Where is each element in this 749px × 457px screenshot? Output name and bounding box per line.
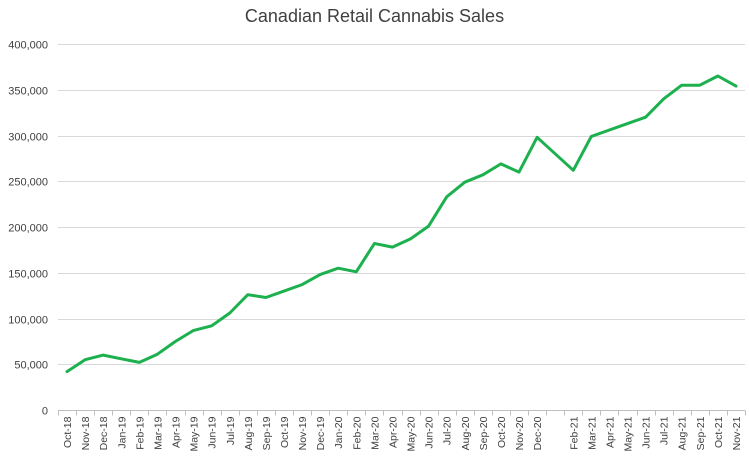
data-point (662, 97, 665, 101)
data-point (355, 270, 358, 273)
x-tick-label: Aug-19 (243, 416, 255, 450)
x-tick-label: Aug-21 (677, 416, 689, 450)
data-point (83, 358, 87, 361)
data-point (734, 84, 738, 88)
data-point (445, 195, 448, 198)
y-tick-label: 400,000 (8, 40, 48, 52)
data-point (120, 357, 123, 360)
data-point (318, 273, 322, 276)
y-tick-label: 100,000 (8, 315, 48, 327)
x-tick-label: May-20 (406, 416, 418, 451)
x-tick-label: Mar-20 (369, 416, 381, 449)
y-tick-label: 200,000 (8, 223, 48, 235)
data-point (337, 267, 340, 270)
y-tick-label: 150,000 (8, 269, 48, 281)
data-point (481, 173, 485, 176)
data-point (246, 293, 249, 296)
data-point (463, 181, 466, 184)
x-tick-label: Sep-20 (478, 416, 490, 450)
data-point (373, 242, 376, 245)
x-tick-label: Nov-21 (731, 416, 743, 450)
data-point (138, 361, 141, 364)
data-point (264, 296, 268, 299)
x-tick-label: Apr-20 (387, 416, 399, 448)
data-point (300, 283, 304, 286)
x-tick-label: Jul-20 (442, 416, 454, 445)
data-point (590, 135, 593, 138)
series-layer (65, 74, 738, 374)
y-tick-label: 350,000 (8, 86, 48, 98)
data-point (572, 169, 575, 172)
x-tick-label: Jan-19 (116, 416, 128, 448)
data-point (680, 84, 683, 87)
x-tick-label: Sep-21 (695, 416, 707, 450)
x-tick-label: Feb-19 (134, 416, 146, 449)
x-tick-label: Jul-21 (659, 416, 671, 445)
data-point (156, 353, 159, 356)
x-tick-label: Feb-20 (351, 416, 363, 449)
data-point (192, 329, 195, 332)
data-point (391, 245, 394, 249)
x-tick-label: Oct-21 (713, 416, 725, 448)
data-point (499, 162, 503, 166)
x-tick-label: Jan-20 (333, 416, 345, 448)
x-tick-label: Feb-21 (568, 416, 580, 449)
data-point (409, 237, 412, 241)
data-point (210, 324, 213, 327)
series-line (65, 74, 738, 374)
x-tick-label: Nov-19 (297, 416, 309, 450)
x-tick-label: Jul-19 (225, 416, 237, 445)
x-tick-label: Oct-19 (279, 416, 291, 448)
x-tick-label: Nov-20 (514, 416, 526, 450)
data-point (517, 170, 521, 174)
y-tick-label: 300,000 (8, 132, 48, 144)
data-point (626, 122, 629, 125)
data-point (174, 340, 177, 343)
chart-title: Canadian Retail Cannabis Sales (244, 6, 505, 26)
x-tick-label: Dec-19 (315, 416, 327, 450)
data-point (608, 128, 611, 132)
data-point (698, 84, 701, 87)
data-point (716, 74, 720, 78)
x-tick-label: Aug-20 (460, 416, 472, 450)
gridlines (58, 44, 745, 365)
y-tick-label: 50,000 (14, 360, 48, 372)
data-point (228, 311, 231, 315)
x-tick-label: Nov-18 (80, 416, 92, 450)
x-tick-label: Sep-19 (261, 416, 273, 450)
x-tick-label: Oct-20 (496, 416, 508, 448)
x-tick-label: Dec-18 (98, 416, 110, 450)
x-tick-label: Jun-20 (424, 416, 436, 448)
y-tick-label: 0 (42, 406, 48, 418)
x-tick-label: Dec-20 (532, 416, 544, 450)
x-tick-label: May-21 (622, 416, 634, 451)
x-tick-label: May-19 (189, 416, 201, 451)
x-tick-label: Oct-18 (62, 416, 74, 448)
x-tick-label: Apr-19 (171, 416, 183, 448)
x-tick-label: Apr-21 (604, 416, 616, 448)
data-point (65, 370, 69, 373)
x-axis: Oct-18 Nov-18 Dec-18 Jan-19 Feb-19 Mar-19 Apr-… (58, 410, 746, 452)
data-point (102, 353, 105, 357)
data-point (282, 289, 286, 293)
data-point (535, 136, 539, 139)
y-axis-ticks: 0 50,000 100,000 150,000 200,000 250,000 300,0… (8, 40, 48, 418)
x-tick-label: Mar-19 (152, 416, 164, 449)
y-tick-label: 250,000 (8, 177, 48, 189)
data-point (554, 152, 557, 155)
x-tick-label: Jun-21 (641, 416, 653, 448)
data-point (427, 224, 430, 228)
x-tick-label: Mar-21 (586, 416, 598, 449)
data-point (644, 116, 647, 119)
x-tick-label: Jun-19 (207, 416, 219, 448)
